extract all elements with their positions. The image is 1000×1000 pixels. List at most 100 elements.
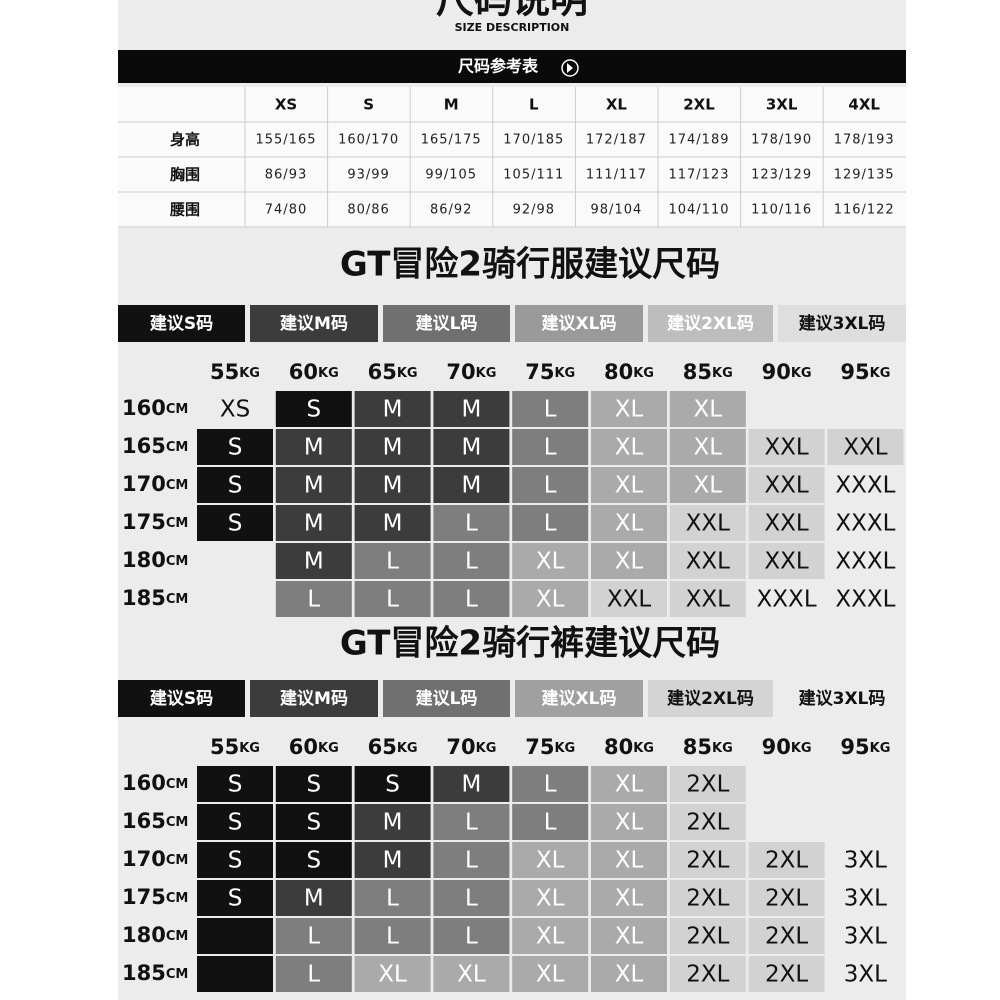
size-text: 2XL [765,848,808,874]
size-text: XL [694,473,723,499]
size-text: L [465,587,478,613]
legend-label: 建议XL码 [542,688,617,709]
measure: 174/189 [668,133,729,148]
size-cell [512,581,589,617]
size-text: L [465,886,478,912]
section-title: GT冒险2骑行服建议尺码 [340,245,720,285]
weight-label: 60KG [289,735,339,759]
size-text: L [386,549,399,575]
size-cell [591,543,667,579]
size-text: M [383,511,403,537]
size-cell [591,505,667,541]
weight-label: 55KG [210,735,260,759]
size-cell [669,581,746,617]
size-cell [275,918,352,954]
row-label: 腰围 [169,201,200,219]
weight-unit: KG [554,741,575,756]
weight-label: 65KG [368,360,418,384]
size-cell [433,918,510,954]
size-cell [669,956,746,992]
size-cell [591,391,667,427]
size-text: L [307,587,320,613]
size-cell [354,505,431,541]
weight-label: 85KG [683,360,733,384]
legend-label: 建议S码 [150,313,213,334]
size-cell [197,766,273,802]
size-text: 2XL [765,962,808,988]
height-label: 165CM [122,434,188,458]
measure: 92/98 [513,203,555,218]
legend-chip [515,305,643,342]
weight-unit: KG [397,366,418,381]
height-value: 175 [122,885,166,909]
weight-value: 95 [840,360,869,384]
header-subtitle: SIZE DESCRIPTION [455,21,570,34]
legend-chip [648,680,773,717]
size-header: L [529,96,539,114]
size-text: L [386,924,399,950]
height-label: 185CM [122,586,188,610]
size-header: 4XL [848,96,880,114]
size-text: XL [694,397,723,423]
height-label: 185CM [122,961,188,985]
weight-unit: KG [870,366,891,381]
size-header: S [363,96,374,114]
weight-unit: KG [239,741,260,756]
size-text: XXL [686,549,731,575]
height-value: 170 [122,472,166,496]
size-cell [591,804,667,840]
size-text: XL [615,511,644,537]
size-text: XL [615,886,644,912]
size-text: XL [615,924,644,950]
size-cell [354,956,431,992]
size-cell [591,766,667,802]
height-label: 160CM [122,396,188,420]
legend-label: 建议L码 [416,688,478,709]
weight-value: 70 [446,735,475,759]
size-cell [433,842,510,878]
size-cell [354,766,431,802]
weight-unit: KG [791,741,812,756]
weight-unit: KG [554,366,575,381]
measure: 165/175 [421,133,482,148]
height-unit: CM [166,891,188,906]
size-cell [275,467,352,503]
size-text: 3XL [844,962,887,988]
size-cell [669,804,746,840]
size-cell [591,880,667,916]
size-cell [512,467,589,503]
size-text: L [465,511,478,537]
size-cell [748,880,825,916]
size-text: L [544,511,557,537]
height-value: 170 [122,847,166,871]
measure: 178/190 [751,133,812,148]
size-cell [275,505,352,541]
size-cell [748,956,825,992]
size-text: S [306,810,321,836]
size-cell [591,467,667,503]
size-cell [197,429,273,465]
height-label: 170CM [122,472,188,496]
size-text: XL [615,962,644,988]
legend-chip [118,305,245,342]
weight-label: 90KG [762,735,812,759]
weight-value: 85 [683,735,712,759]
size-cell [433,391,510,427]
size-cell [354,543,431,579]
weight-value: 55 [210,735,239,759]
size-cell [512,956,589,992]
height-label: 175CM [122,510,188,534]
size-cell [275,429,352,465]
blank-cell [197,956,273,992]
size-text: L [307,962,320,988]
size-text: 2XL [765,886,808,912]
size-header: XL [606,96,628,114]
legend-chip [778,305,906,342]
size-text: XL [378,962,407,988]
weight-value: 75 [525,735,554,759]
size-cell [354,804,431,840]
weight-unit: KG [239,366,260,381]
size-text: 3XL [844,848,887,874]
height-label: 165CM [122,809,188,833]
size-cell [197,842,273,878]
